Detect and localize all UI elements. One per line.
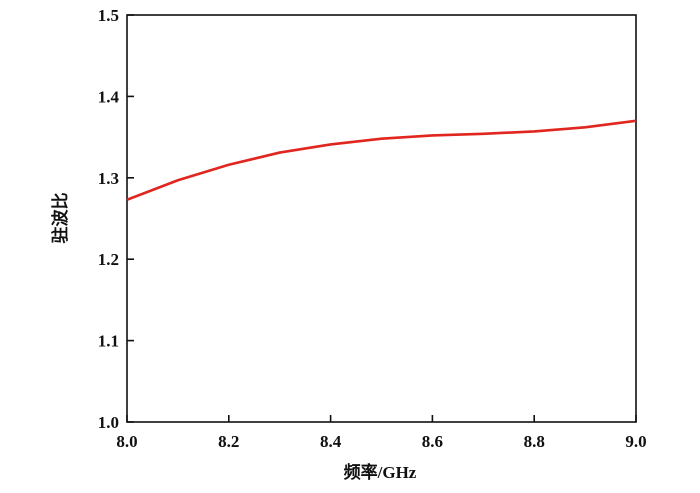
x-tick-label: 8.0 [116,432,137,451]
y-tick-label: 1.3 [98,169,119,188]
x-tick-label: 8.2 [218,432,239,451]
plot-frame [126,14,637,423]
x-tick-label: 9.0 [625,432,646,451]
y-tick-label: 1.1 [98,332,119,351]
y-tick-label: 1.4 [98,87,120,106]
x-tick-label: 8.4 [320,432,342,451]
x-tick-label: 8.8 [524,432,545,451]
x-axis-label: 频率/GHz [344,462,417,482]
x-tick-label: 8.6 [422,432,443,451]
y-axis-label: 驻波比 [50,193,70,244]
y-tick-label: 1.2 [98,250,119,269]
line [126,119,637,201]
y-tick-label: 1.0 [98,413,119,432]
y-tick-label: 1.5 [98,6,119,25]
